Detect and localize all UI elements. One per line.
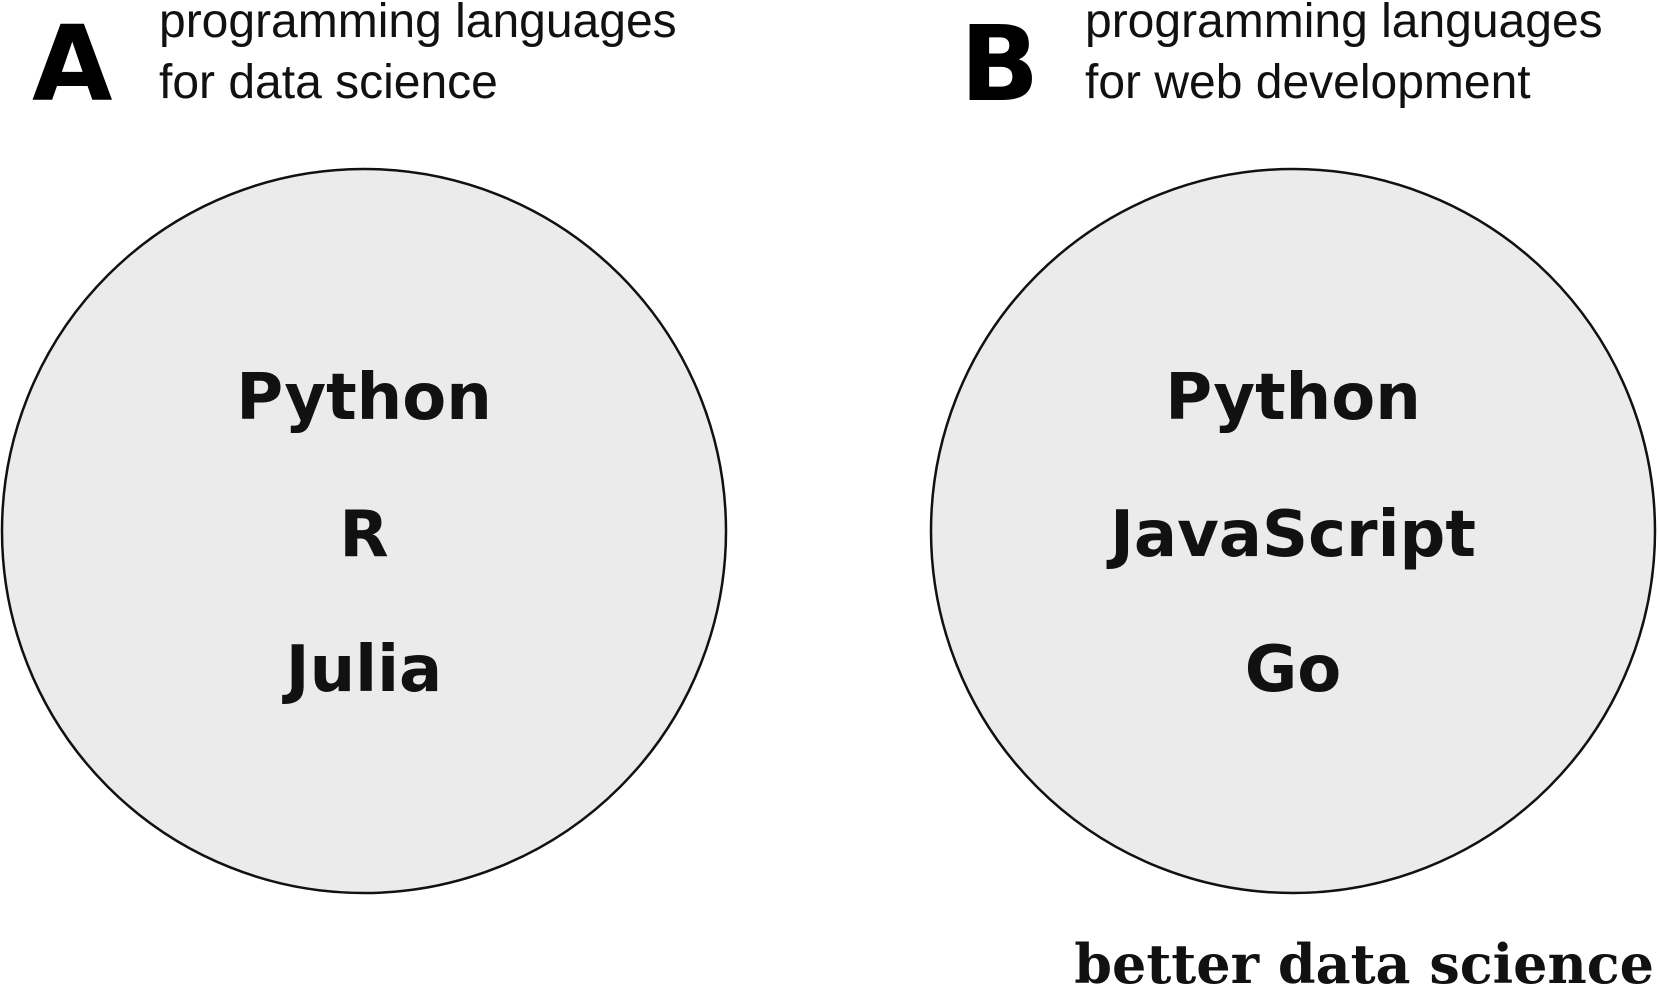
- set-item: Julia: [282, 633, 442, 707]
- set-caption: programming languages: [159, 0, 677, 48]
- set-circle: [0, 167, 728, 895]
- set-item: Go: [1245, 633, 1342, 707]
- set-letter: A: [32, 3, 113, 125]
- set-caption: for web development: [1085, 56, 1531, 109]
- set-item: R: [339, 498, 388, 572]
- set-letter: B: [960, 3, 1039, 125]
- set-circle: [929, 167, 1657, 895]
- set-item: JavaScript: [1106, 498, 1476, 572]
- set-item: Python: [1165, 361, 1421, 435]
- logo: better data science: [1074, 932, 1654, 991]
- set-item: Python: [236, 361, 492, 435]
- set-caption: programming languages: [1085, 0, 1603, 48]
- set-caption: for data science: [159, 56, 498, 109]
